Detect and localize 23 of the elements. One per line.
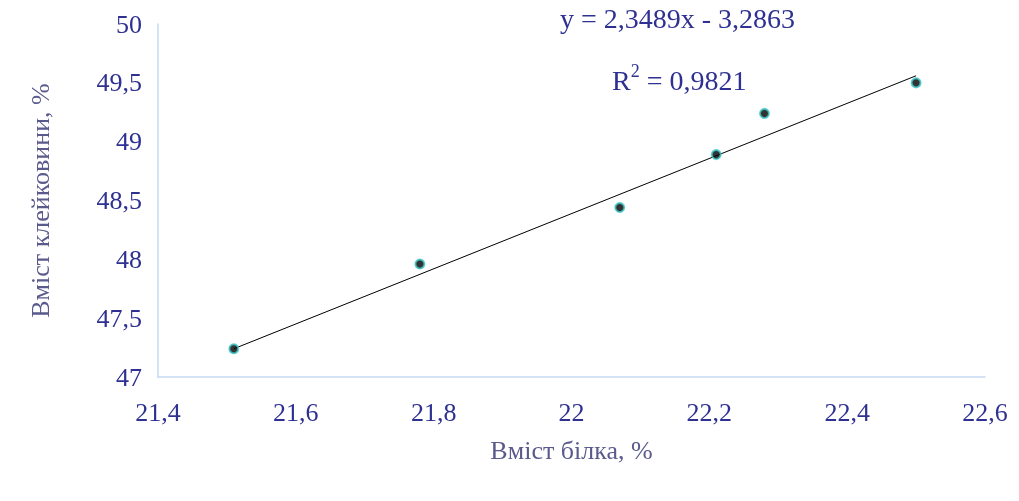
y-tick-label: 47,5 [96,303,142,333]
point [710,149,722,161]
x-axis-title: Вміст білка, % [490,435,653,465]
x-tick-label: 22,4 [824,397,870,427]
x-tick-label: 22,2 [686,397,733,427]
y-tick-label: 49 [116,127,142,157]
y-tick-label: 47 [116,362,142,392]
x-tick-label: 22 [558,397,585,427]
x-tick-label: 21,4 [135,397,181,427]
x-tick-label: 21,8 [410,397,457,427]
point [414,258,426,270]
point [910,77,922,89]
point [228,343,240,355]
point [614,202,626,214]
annotation: y = 2,3489x - 3,2863 [560,2,796,34]
y-tick-label: 50 [116,9,142,39]
y-tick-label: 48,5 [96,186,142,215]
x-tick-label: 22,6 [962,397,1008,427]
point [758,107,770,119]
y-tick-label: 49,5 [96,68,142,98]
y-tick-label: 48 [116,244,142,274]
x-tick-label: 21,6 [273,397,319,427]
y-axis-title: Вміст клейковини, % [25,83,55,318]
